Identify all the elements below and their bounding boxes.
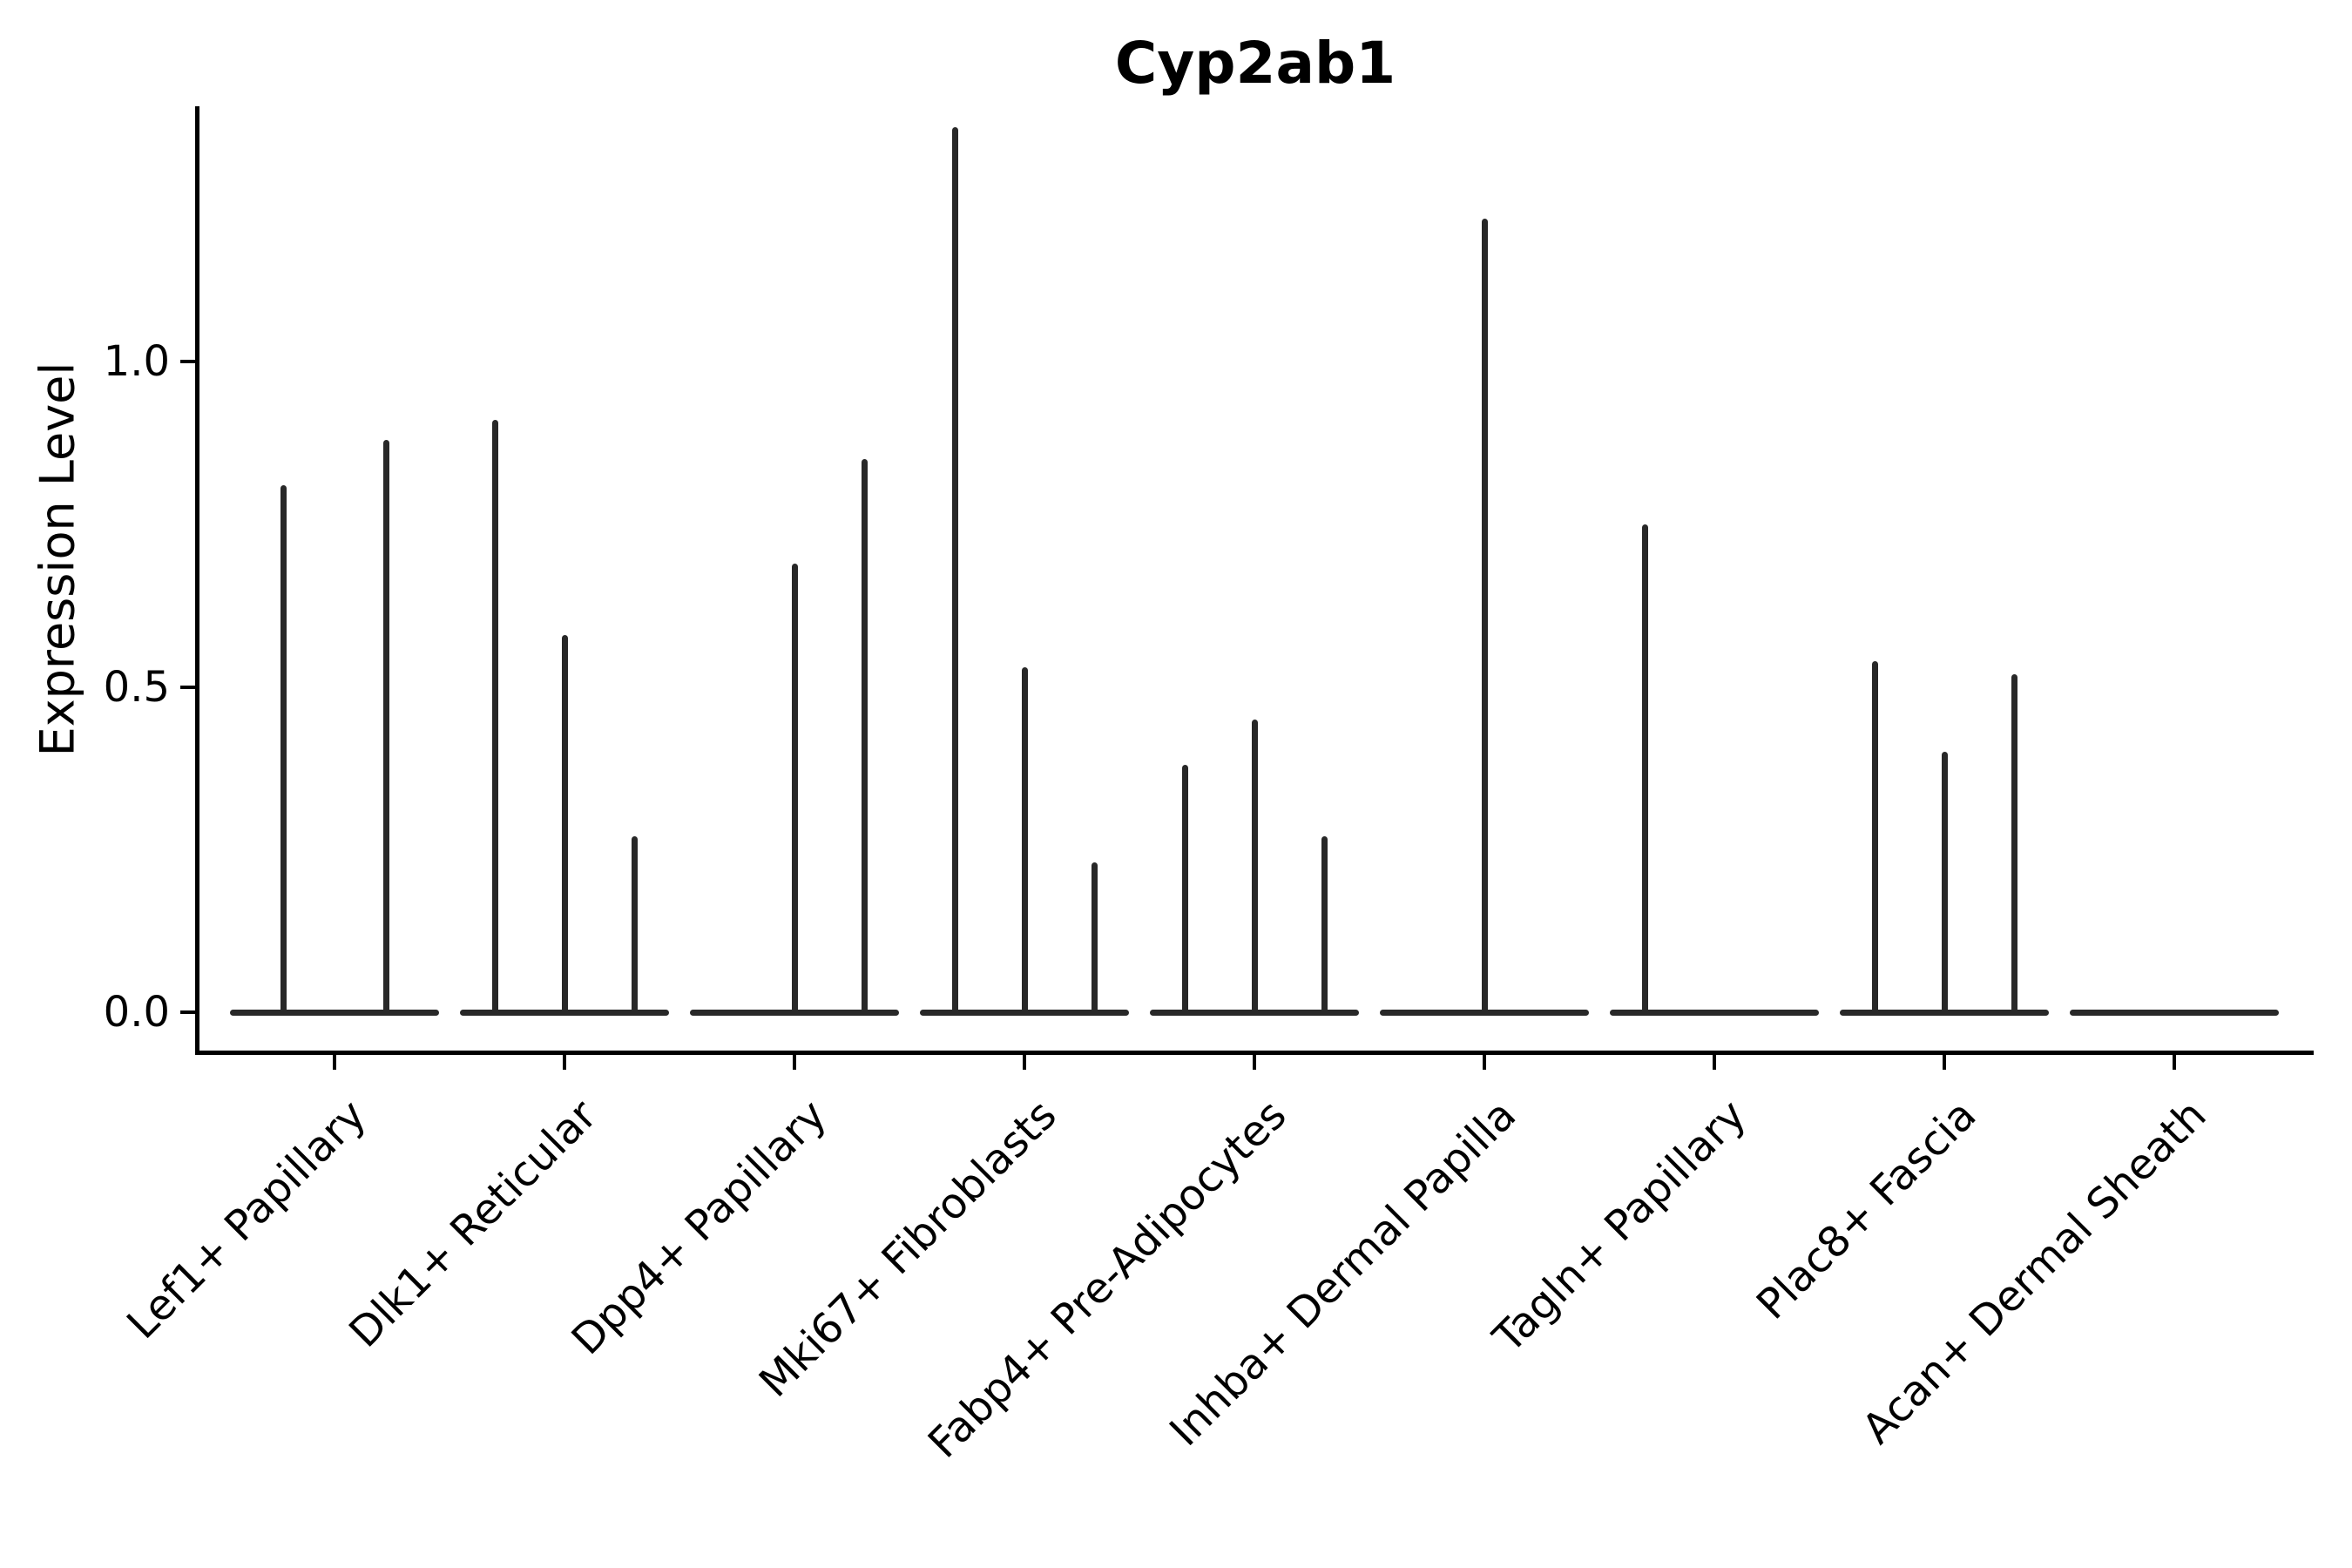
- violin-baseline: [230, 1010, 439, 1016]
- x-tick-label: Tagln+ Papillary: [1484, 1091, 1756, 1362]
- y-tick-label: 0.0: [103, 988, 170, 1037]
- violin-spike: [562, 635, 568, 1015]
- x-tick-label: Dpp4+ Papillary: [562, 1091, 836, 1365]
- x-tick: [1253, 1055, 1256, 1070]
- x-tick: [1483, 1055, 1486, 1070]
- x-tick: [333, 1055, 336, 1070]
- y-tick: [180, 686, 195, 689]
- violin-spike: [952, 127, 958, 1015]
- x-tick: [1023, 1055, 1026, 1070]
- x-tick: [1713, 1055, 1716, 1070]
- violin-spike: [1022, 667, 1028, 1015]
- violin-spike: [1252, 720, 1258, 1015]
- violin-spike: [632, 836, 638, 1015]
- violin-spike: [792, 564, 798, 1015]
- violin-spike: [280, 485, 287, 1015]
- x-tick-label: Dlk1+ Reticular: [339, 1091, 606, 1357]
- chart-title: Cyp2ab1: [1114, 30, 1396, 97]
- violin-spike: [383, 440, 389, 1015]
- violin-baseline: [2070, 1010, 2279, 1016]
- x-tick-label: Lef1+ Papillary: [118, 1091, 376, 1348]
- violin-spike: [1092, 862, 1098, 1015]
- x-tick: [793, 1055, 796, 1070]
- violin-spike: [1321, 836, 1328, 1015]
- violin-spike: [492, 420, 498, 1015]
- violin-spike: [862, 459, 868, 1015]
- y-tick: [180, 1010, 195, 1014]
- violin-spike: [1482, 219, 1488, 1015]
- y-tick-label: 1.0: [103, 337, 170, 386]
- x-tick: [563, 1055, 566, 1070]
- y-axis-label: Expression Level: [30, 362, 85, 757]
- violin-spike: [1642, 524, 1648, 1015]
- x-tick: [1943, 1055, 1946, 1070]
- x-tick-label: Plac8+ Fascia: [1747, 1091, 1986, 1329]
- y-tick: [180, 360, 195, 363]
- violin-baseline: [1610, 1010, 1819, 1016]
- x-tick: [2173, 1055, 2176, 1070]
- violin-spike: [1182, 765, 1188, 1015]
- violin-spike: [1942, 752, 1948, 1015]
- violin-spike: [1872, 661, 1878, 1015]
- violin-spike: [2011, 674, 2017, 1015]
- x-axis-spine: [195, 1051, 2314, 1055]
- y-axis-spine: [195, 106, 199, 1055]
- y-tick-label: 0.5: [103, 663, 170, 712]
